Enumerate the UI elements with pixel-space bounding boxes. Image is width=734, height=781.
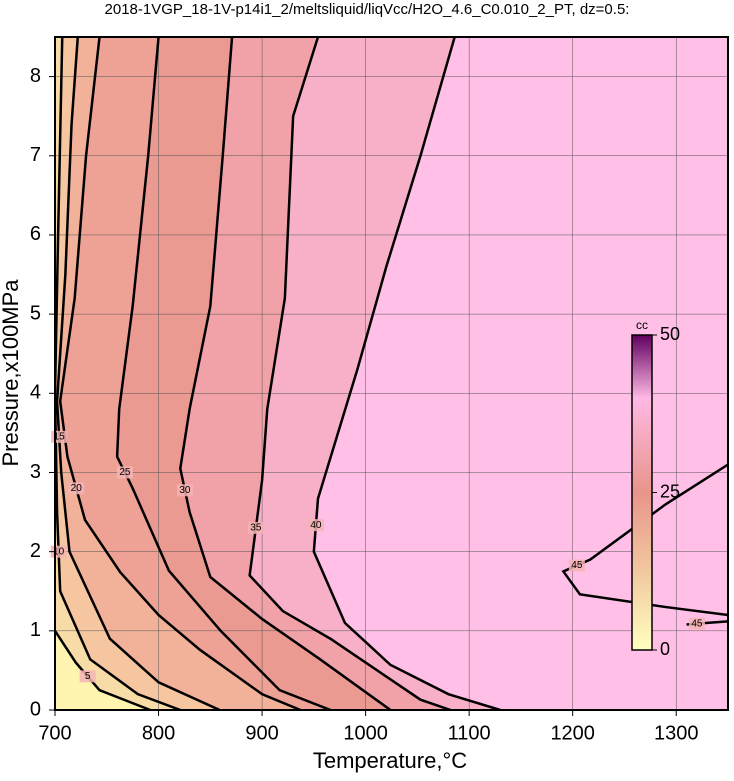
colorbar-tick-label: 25 xyxy=(660,481,680,501)
shade xyxy=(55,37,181,710)
contour-label-bg xyxy=(79,670,96,683)
shade xyxy=(55,37,331,710)
x-tick-label: 700 xyxy=(38,722,71,744)
x-tick-label: 800 xyxy=(142,722,175,744)
contour-label-bg xyxy=(68,482,85,495)
contour-line xyxy=(561,463,728,617)
contour-label: 45 xyxy=(571,560,583,571)
y-tick-label: 0 xyxy=(30,698,41,720)
x-tick-label: 1000 xyxy=(343,722,388,744)
contour-label: 35 xyxy=(250,523,262,534)
y-tick-label: 5 xyxy=(30,302,41,324)
contour-label-bg xyxy=(247,521,264,534)
colorbar-tick-label: 50 xyxy=(660,324,680,344)
contour-label: 10 xyxy=(53,546,65,557)
x-tick-label: 1300 xyxy=(654,722,699,744)
x-tick-label: 1100 xyxy=(448,722,491,744)
contour-label: 30 xyxy=(179,485,191,496)
contour-label: 45 xyxy=(691,618,703,629)
y-tick-label: 2 xyxy=(30,540,41,562)
contour-line xyxy=(58,37,301,710)
contour-line xyxy=(55,37,221,710)
y-tick-label: 7 xyxy=(30,144,41,166)
y-tick-label: 6 xyxy=(30,223,41,245)
colorbar-tick-label: 0 xyxy=(660,639,670,659)
contour-label-bg xyxy=(568,559,585,572)
fills xyxy=(55,37,728,710)
colorbar: cc 0 25 50 xyxy=(631,318,680,659)
x-axis-label: Temperature,°C xyxy=(313,748,467,773)
contour-label-bg xyxy=(116,466,133,479)
contour-label-bg xyxy=(176,484,193,497)
chart-title: 2018-1VGP_18-1V-p14i1_2/meltsliquid/liqV… xyxy=(105,1,630,18)
contour-label-bg xyxy=(688,617,705,630)
contour-label: 20 xyxy=(71,483,83,494)
contour-label: 5 xyxy=(85,671,91,682)
y-tick-label: 8 xyxy=(30,65,41,87)
grid xyxy=(54,37,728,711)
y-tick-label: 1 xyxy=(30,619,41,641)
colorbar-label: cc xyxy=(636,318,648,332)
contour-label: 40 xyxy=(310,520,322,531)
x-tick-label: 1200 xyxy=(550,722,595,744)
plot-frame xyxy=(54,36,729,711)
y-axis-label: Pressure,x100MPa xyxy=(0,279,23,467)
contour-label-bg xyxy=(307,519,324,532)
contour-label: 25 xyxy=(119,467,131,478)
y-tick-label: 3 xyxy=(30,461,41,483)
colorbar-scale xyxy=(631,334,653,651)
y-tick-label: 4 xyxy=(30,382,41,404)
x-tick-label: 900 xyxy=(245,722,278,744)
contour-label: 15 xyxy=(54,431,66,442)
